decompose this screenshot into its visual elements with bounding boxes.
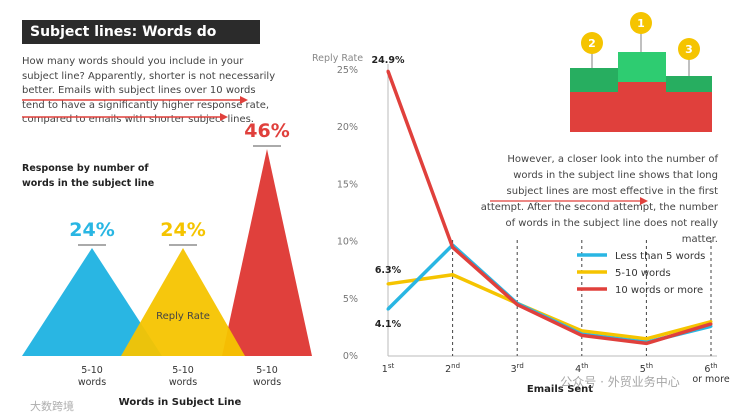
y-tick-label: 15% [337,179,358,190]
intro-arrows [22,96,248,121]
category-label: 5-10 words [253,365,281,388]
x-tick-label: 2nd [445,362,460,375]
x-tick-label: 5th [640,362,653,375]
podium-number: 3 [685,43,693,56]
left-chart-title: Response by number of words in the subje… [22,163,155,189]
legend-label: 5-10 words [615,268,671,279]
right-arrow [490,197,648,205]
left-chart-xlabel: Words in Subject Line [119,397,242,408]
podium-medal-3 [678,38,700,60]
data-point [709,322,713,326]
y-tick-label: 10% [337,237,358,248]
series-line [386,70,712,346]
category-label: 5-10 words [169,365,197,388]
triangle-bar [121,248,245,356]
watermark-right: 公众号 · 外贸业务中心 [560,374,679,389]
value-label: 24% [69,219,114,241]
line-chart-ylabel: Reply Rate [312,53,363,64]
reply-rate-label: Reply Rate [156,311,210,322]
triangle-chart: 24% 5-10 words 24% 5-10 words 46% 5-10 words Repl… [22,120,312,388]
line-chart-xlabel: Emails Sent [527,384,593,395]
value-label: 24% [160,219,205,241]
legend-label: Less than 5 words [615,251,705,262]
right-annotation-text: However, a closer look into the number o… [480,154,718,245]
data-point [580,329,584,333]
data-point [644,341,648,345]
category-label: 5-10 words [78,365,106,388]
triangle-bar [222,149,312,356]
line-chart: 0% 5% 10% 15% 20% 25% 1st 2nd 3rd 4th 5th 6th or mor… [337,55,730,385]
data-point [515,303,519,307]
podium-number: 1 [637,17,645,30]
data-point [386,282,390,286]
x-tick-label: 6th or more [692,362,730,385]
data-point [644,337,648,341]
data-point [451,245,455,249]
data-point [386,307,390,311]
podium-medal-2 [581,32,603,54]
y-tick-label: 0% [343,351,358,362]
podium-medal-1 [630,12,652,34]
legend-label: 10 words or more [615,285,703,296]
data-point [451,273,455,277]
x-tick-label: 4th [575,362,588,375]
podium-illustration: 2 1 3 [570,12,712,132]
x-tick-label: 1st [382,362,395,375]
data-point [386,69,390,73]
annotation-label: 6.3% [375,265,402,276]
y-tick-label: 25% [337,65,358,76]
data-point [580,333,584,337]
value-label: 46% [244,120,289,142]
y-tick-label: 5% [343,294,358,305]
y-tick-label: 20% [337,122,358,133]
annotation-label: 24.9% [372,55,405,66]
intro-text: How many words should you include in you… [22,56,276,125]
watermark-left: 大数跨境 [30,399,74,413]
podium-number: 2 [588,37,596,50]
annotation-label: 4.1% [375,319,402,330]
x-tick-label: 3rd [511,362,524,375]
triangle-bar [22,248,162,356]
page-title: Subject lines: Words do come easy [22,20,260,64]
